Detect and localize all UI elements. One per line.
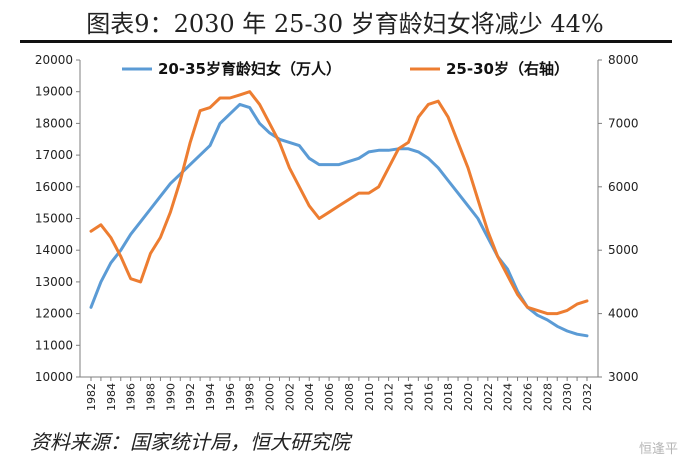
x-tick-label: 1988	[145, 383, 158, 411]
left-tick-label: 15000	[35, 212, 73, 226]
right-tick-label: 6000	[608, 180, 639, 194]
left-tick-label: 14000	[35, 243, 73, 257]
left-tick-label: 13000	[35, 275, 73, 289]
right-tick-label: 8000	[608, 53, 639, 67]
series-line-1	[89, 102, 589, 338]
series-layer	[89, 90, 589, 338]
x-tick-label: 2006	[323, 383, 336, 411]
left-tick-label: 11000	[35, 338, 73, 352]
x-tick-label: 2012	[383, 383, 396, 411]
x-tick-label: 1986	[125, 383, 138, 411]
x-tick-label: 2028	[541, 383, 554, 411]
title-divider	[20, 40, 672, 43]
page-title: 图表9：2030 年 25-30 岁育龄妇女将减少 44%	[86, 10, 604, 38]
x-tick-label: 1990	[164, 383, 177, 411]
right-tick-label: 4000	[608, 307, 639, 321]
x-tick-label: 2032	[581, 383, 594, 411]
x-tick-label: 2024	[502, 383, 515, 411]
x-tick-label: 2016	[422, 383, 435, 411]
left-tick-label: 20000	[35, 53, 73, 67]
left-tick-label: 18000	[35, 116, 73, 130]
x-tick-label: 2018	[442, 383, 455, 411]
left-tick-label: 10000	[35, 370, 73, 384]
left-tick-label: 16000	[35, 180, 73, 194]
x-tick-label: 2002	[283, 383, 296, 411]
left-tick-label: 19000	[35, 85, 73, 99]
x-tick-label: 2008	[343, 383, 356, 411]
right-tick-label: 7000	[608, 116, 639, 130]
x-tick-label: 2010	[363, 383, 376, 411]
x-tick-label: 1996	[224, 383, 237, 411]
x-tick-label: 2004	[303, 383, 316, 411]
x-tick-label: 2000	[264, 383, 277, 411]
x-tick-label: 1992	[184, 383, 197, 411]
x-tick-label: 1982	[85, 383, 98, 411]
left-tick-label: 17000	[35, 148, 73, 162]
chart-legend: 20-35岁育龄妇女（万人） 25-30岁（右轴）	[122, 60, 569, 78]
left-tick-label: 12000	[35, 307, 73, 321]
source-note: 资料来源：国家统计局，恒大研究院	[30, 430, 350, 454]
x-tick-label: 2020	[462, 383, 475, 411]
x-tick-label: 1998	[244, 383, 257, 411]
x-tick-label: 1994	[204, 383, 217, 411]
x-tick-label: 2022	[482, 383, 495, 411]
x-tick-label: 2026	[521, 383, 534, 411]
legend-label-2: 25-30岁（右轴）	[446, 60, 569, 78]
x-tick-label: 2030	[561, 383, 574, 411]
legend-label-1: 20-35岁育龄妇女（万人）	[158, 60, 341, 78]
x-tick-label: 2014	[402, 383, 415, 411]
watermark: 恒逢平	[638, 442, 678, 457]
x-tick-label: 1984	[105, 383, 118, 411]
series-line-2	[89, 90, 589, 316]
right-tick-label: 3000	[608, 370, 639, 384]
chart-axes: 10000 11000 12000 13000 14000 15000 16000 17000…	[35, 53, 639, 411]
right-tick-label: 5000	[608, 243, 639, 257]
